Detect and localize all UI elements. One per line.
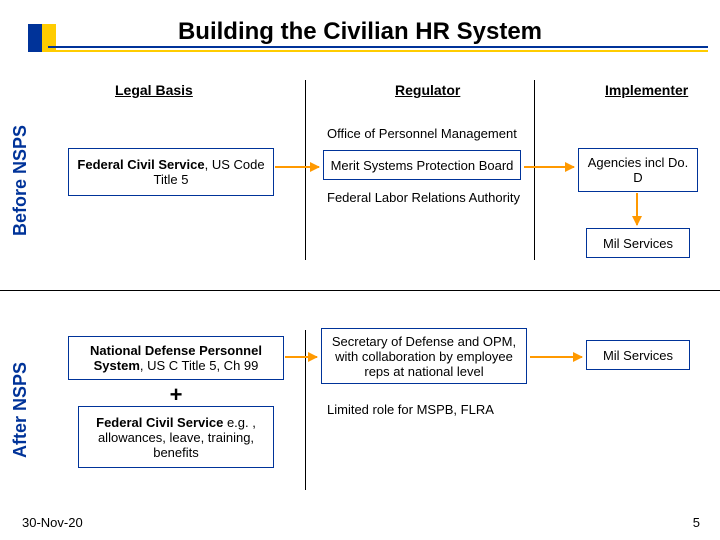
before-legal-text: Federal Civil Service, US Code Title 5 — [75, 157, 267, 187]
box-before-legal: Federal Civil Service, US Code Title 5 — [68, 148, 274, 196]
box-after-legal2: Federal Civil Service e.g. , allowances,… — [78, 406, 274, 468]
after-legal1-text: National Defense Personnel System, US C … — [75, 343, 277, 373]
box-after-impl: Mil Services — [586, 340, 690, 370]
col-head-regulator: Regulator — [395, 82, 460, 98]
arrow-after-reg-to-impl — [530, 356, 582, 358]
footer-date: 30-Nov-20 — [22, 515, 83, 530]
arrow-before-reg-to-impl — [524, 166, 574, 168]
before-reg-1: Office of Personnel Management — [327, 126, 517, 141]
plus-sign: + — [68, 382, 284, 408]
title-bar: Building the Civilian HR System — [0, 14, 720, 54]
before-reg-3: Federal Labor Relations Authority — [327, 190, 520, 205]
sep-horizontal — [0, 290, 720, 291]
sep-v1-after — [305, 330, 306, 490]
after-reg-2: Limited role for MSPB, FLRA — [327, 402, 494, 417]
box-before-impl2: Mil Services — [586, 228, 690, 258]
sep-v2-before — [534, 80, 535, 260]
before-impl-text: Agencies incl Do. D — [585, 155, 691, 185]
sep-v1-before — [305, 80, 306, 260]
footer-page-number: 5 — [693, 515, 700, 530]
box-after-legal1: National Defense Personnel System, US C … — [68, 336, 284, 380]
arrow-before-legal-to-reg — [275, 166, 319, 168]
box-before-impl: Agencies incl Do. D — [578, 148, 698, 192]
box-before-reg2: Merit Systems Protection Board — [323, 150, 521, 180]
section-label-before: Before NSPS — [10, 115, 31, 245]
after-impl-text: Mil Services — [593, 348, 683, 363]
after-legal2-text: Federal Civil Service e.g. , allowances,… — [85, 415, 267, 460]
col-head-legal: Legal Basis — [115, 82, 193, 98]
slide-title: Building the Civilian HR System — [0, 18, 720, 46]
section-label-after: After NSPS — [10, 350, 31, 470]
before-reg-2: Merit Systems Protection Board — [330, 158, 514, 173]
col-head-implementer: Implementer — [605, 82, 688, 98]
after-reg1-text: Secretary of Defense and OPM, with colla… — [328, 334, 520, 379]
arrow-after-legal-to-reg — [285, 356, 317, 358]
arrow-before-impl-down — [636, 193, 638, 225]
before-impl2-text: Mil Services — [593, 236, 683, 251]
box-after-reg1: Secretary of Defense and OPM, with colla… — [321, 328, 527, 384]
